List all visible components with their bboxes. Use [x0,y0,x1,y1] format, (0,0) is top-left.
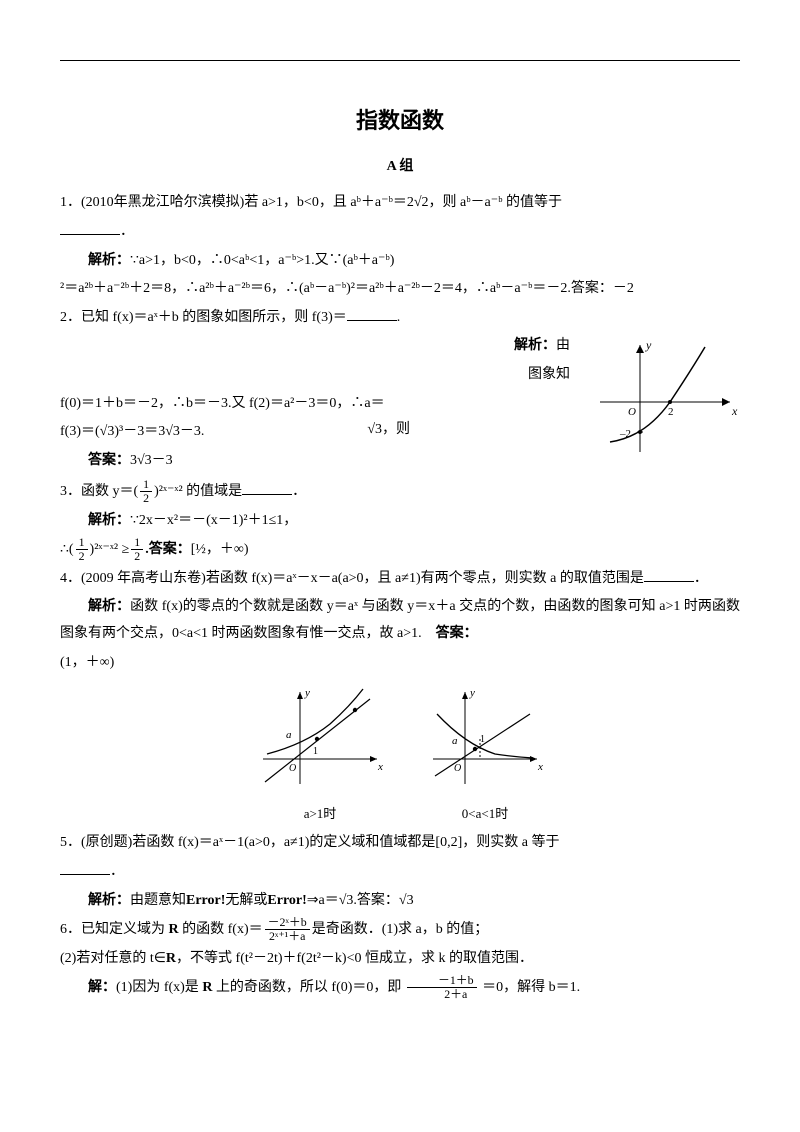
content-body: 1．(2010年黑龙江哈尔滨模拟)若 a>1，b<0，且 aᵇ＋a⁻ᵇ＝2√2，… [60,190,740,1001]
q2-figure: x y O 2 –2 [590,337,740,468]
q5-analysis: 解析：由题意知Error!无解或Error!⇒a＝√3.答案：√3 [60,888,740,915]
svg-text:y: y [469,687,475,699]
svg-text:1: 1 [313,746,318,757]
q4-text: 4．(2009 年高考山东卷)若函数 f(x)＝aˣ－x－a(a>0，且 a≠1… [60,566,740,593]
svg-text:x: x [377,761,383,773]
svg-text:a: a [286,729,292,741]
svg-text:O: O [454,763,461,774]
q6-line2: (2)若对任意的 t∈R，不等式 f(t²－2t)＋f(2t²－k)<0 恒成立… [60,946,740,973]
q4-figures: x y O a 1 a>1时 x y O [60,684,740,826]
svg-text:–2: –2 [619,428,631,440]
q6-text: 6．已知定义域为 R 的函数 f(x)＝－2ˣ＋b2ˣ⁺¹＋a是奇函数．(1)求… [60,916,740,943]
q5-text: 5．(原创题)若函数 f(x)＝aˣ－1(a>0，a≠1)的定义域和值域都是[0… [60,830,740,857]
q1-analysis2: ²＝a²ᵇ＋a⁻²ᵇ＋2＝8，∴a²ᵇ＋a⁻²ᵇ＝6，∴(aᵇ－a⁻ᵇ)²＝a²… [60,276,740,303]
q6-sol: 解：(1)因为 f(x)是 R 上的奇函数，所以 f(0)＝0，即 －1＋b2＋… [60,974,740,1001]
group-label: A 组 [60,154,740,181]
q1-text: 1．(2010年黑龙江哈尔滨模拟)若 a>1，b<0，且 aᵇ＋a⁻ᵇ＝2√2，… [60,190,740,217]
q4-analysis: 解析：函数 f(x)的零点的个数就是函数 y＝aˣ 与函数 y＝x＋a 交点的个… [60,594,740,647]
q1-blank: ． [60,219,740,246]
q5-blank: ． [60,859,740,886]
svg-text:a: a [452,735,458,747]
q3-analysis: 解析：∵2x－x²＝－(x－1)²＋1≤1， [60,508,740,535]
q4-answer: (1，＋∞) [60,650,740,677]
svg-text:O: O [628,406,636,418]
q3-line2: ∴(12)²ˣ⁻ˣ² ≥12.答案：[½，＋∞) [60,536,740,563]
svg-text:2: 2 [668,406,674,418]
svg-text:x: x [537,761,543,773]
svg-text:y: y [304,687,310,699]
q2-text: 2．已知 f(x)＝aˣ＋b 的图象如图所示，则 f(3)＝. [60,305,740,332]
q2-block: 2．已知 f(x)＝aˣ＋b 的图象如图所示，则 f(3)＝. x y O 2 … [60,305,740,477]
page-title: 指数函数 [60,100,740,142]
svg-text:O: O [289,763,296,774]
q4-fig-left: x y O a 1 a>1时 [255,684,385,826]
q1-analysis: 解析：∵a>1，b<0，∴0<aᵇ<1，a⁻ᵇ>1.又∵(aᵇ＋a⁻ᵇ) [60,248,740,275]
svg-text:y: y [645,338,652,352]
q4-fig-right: x y O a 1 0<a<1时 [425,684,545,826]
svg-text:x: x [731,404,738,418]
q3-text: 3．函数 y＝(12)²ˣ⁻ˣ² 的值域是． [60,478,740,505]
svg-text:1: 1 [480,734,485,745]
top-rule [60,60,740,61]
